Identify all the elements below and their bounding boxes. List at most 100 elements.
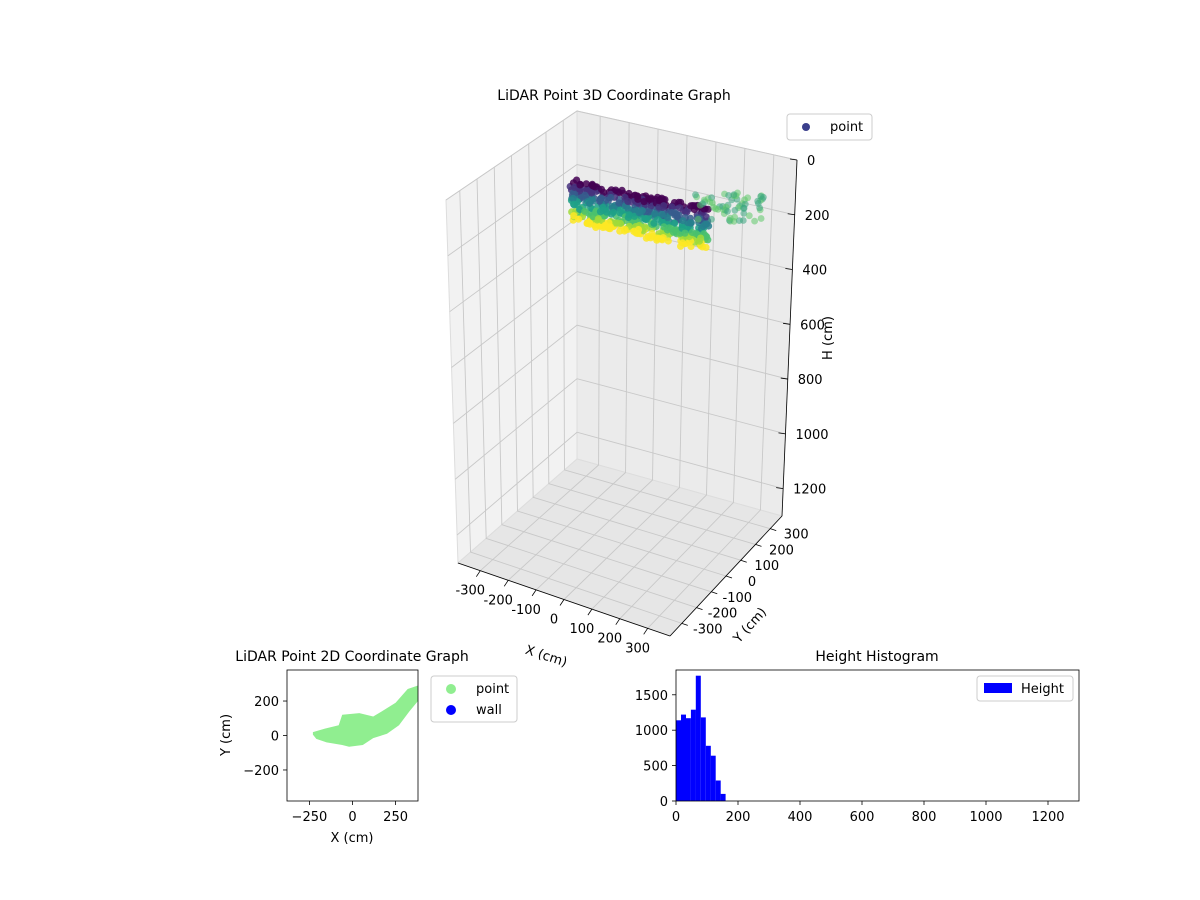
point-3d bbox=[703, 220, 711, 228]
histogram-bar bbox=[690, 709, 696, 801]
z-tick-label: 600 bbox=[800, 318, 825, 333]
point-3d bbox=[692, 191, 699, 199]
grid-line-y bbox=[562, 120, 771, 530]
z-tick-mark bbox=[780, 377, 788, 380]
point-3d bbox=[664, 214, 672, 222]
histogram-bar bbox=[676, 720, 681, 801]
y-tick-label: 200 bbox=[769, 543, 794, 558]
x-axis-label-3d: X (cm) bbox=[523, 643, 569, 671]
ticks-3d: -300-200-1000100200300-300-200-100010020… bbox=[456, 154, 830, 656]
point-3d bbox=[678, 239, 687, 247]
y-tick-mark bbox=[755, 544, 762, 547]
point-3d bbox=[697, 234, 705, 242]
x-tick-label-hist: 200 bbox=[726, 810, 751, 825]
x-tick-label-hist: 1000 bbox=[969, 810, 1002, 825]
point-3d bbox=[687, 202, 695, 210]
histogram-bar bbox=[695, 675, 701, 801]
point-3d bbox=[634, 195, 642, 203]
point-3d bbox=[673, 212, 681, 220]
point-3d bbox=[609, 208, 617, 216]
ticks-histogram: 0 200 400 600 800 1000 1200 0 500 1000 1500 bbox=[635, 689, 1065, 825]
z-tick-mark bbox=[776, 487, 784, 490]
point-3d bbox=[582, 180, 590, 188]
grid-line-y bbox=[528, 143, 741, 561]
point-3d bbox=[660, 223, 668, 231]
x-tick-mark bbox=[531, 589, 537, 597]
z-tick-mark bbox=[787, 213, 795, 216]
grid-3d bbox=[445, 110, 798, 629]
point-3d bbox=[596, 208, 605, 216]
grid-line-y bbox=[545, 132, 756, 545]
grid-line-z bbox=[445, 110, 798, 201]
point-3d bbox=[606, 223, 615, 231]
point-3d bbox=[706, 198, 714, 206]
point-3d bbox=[581, 191, 589, 199]
y-tick-label-2d: 0 bbox=[271, 730, 279, 745]
point-3d bbox=[570, 200, 578, 208]
point-3d bbox=[740, 210, 748, 217]
x-tick-label-2d: 0 bbox=[348, 810, 356, 825]
grid-line-x bbox=[480, 116, 601, 572]
y-tick-label-hist: 0 bbox=[660, 795, 668, 810]
point-cloud-3d bbox=[566, 176, 767, 251]
point-3d bbox=[757, 215, 765, 222]
point-3d bbox=[576, 181, 584, 189]
point-3d bbox=[583, 219, 591, 227]
point-3d bbox=[642, 215, 650, 223]
point-3d bbox=[745, 212, 753, 220]
point-3d bbox=[660, 202, 668, 210]
point-3d bbox=[744, 194, 752, 202]
chart-3d: LiDAR Point 3D Coordinate Graph -300-200… bbox=[445, 88, 873, 671]
point-3d bbox=[653, 236, 661, 244]
point-3d bbox=[668, 209, 676, 217]
point-3d bbox=[688, 228, 696, 237]
point-cloud-2d bbox=[312, 685, 418, 747]
point-3d bbox=[618, 186, 626, 194]
grid-line-z bbox=[451, 271, 791, 368]
x-tick-label-2d: −250 bbox=[292, 810, 328, 825]
y-tick-label-hist: 1500 bbox=[635, 689, 668, 704]
histogram-bar bbox=[720, 793, 726, 801]
grid-line-y bbox=[493, 167, 712, 593]
point-3d bbox=[612, 186, 620, 194]
legend-3d-box bbox=[786, 113, 873, 141]
point-3d bbox=[726, 214, 734, 222]
x-tick-label: 300 bbox=[625, 641, 650, 656]
z-tick-mark bbox=[783, 322, 791, 325]
point-3d bbox=[664, 237, 672, 245]
legend-3d: point bbox=[786, 113, 873, 141]
point-3d bbox=[570, 183, 579, 191]
z-axis-line bbox=[781, 159, 798, 517]
point-3d bbox=[659, 196, 667, 204]
y-tick-mark bbox=[725, 575, 733, 579]
y-tick-label: -100 bbox=[723, 591, 753, 606]
chart-3d-title: LiDAR Point 3D Coordinate Graph bbox=[497, 88, 730, 104]
histogram-title: Height Histogram bbox=[815, 649, 938, 665]
x-tick-label: 200 bbox=[597, 632, 622, 647]
point-3d bbox=[613, 219, 621, 227]
point-3d bbox=[687, 219, 695, 227]
z-tick-mark bbox=[785, 268, 793, 270]
y-tick-label-2d: −200 bbox=[243, 764, 279, 779]
point-3d bbox=[595, 197, 604, 205]
grid-line-x bbox=[591, 141, 717, 610]
y-tick-mark bbox=[740, 559, 747, 563]
legend-histogram: Height bbox=[976, 675, 1074, 702]
chart-2d-title: LiDAR Point 2D Coordinate Graph bbox=[235, 649, 468, 665]
x-axis-label-2d: X (cm) bbox=[331, 831, 374, 846]
y-tick-mark bbox=[711, 591, 718, 595]
x-tick-label: 100 bbox=[569, 622, 594, 637]
point-3d bbox=[754, 197, 762, 205]
point-3d bbox=[625, 211, 633, 219]
point-3d bbox=[679, 217, 687, 225]
grid-line-z bbox=[453, 324, 788, 424]
point-3d bbox=[671, 219, 679, 227]
point-3d bbox=[648, 230, 656, 238]
point-cloud-2d-area bbox=[312, 685, 418, 747]
grid-line-x bbox=[535, 129, 659, 591]
point-3d bbox=[615, 199, 623, 207]
point-3d bbox=[594, 215, 602, 223]
x-tick-label: -200 bbox=[483, 593, 513, 608]
ticks-2d: −250 0 250 −200 0 200 bbox=[243, 695, 408, 825]
grid-line-z bbox=[454, 378, 786, 480]
